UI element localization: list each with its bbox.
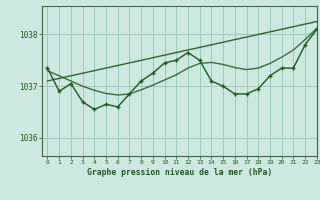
X-axis label: Graphe pression niveau de la mer (hPa): Graphe pression niveau de la mer (hPa): [87, 168, 272, 177]
